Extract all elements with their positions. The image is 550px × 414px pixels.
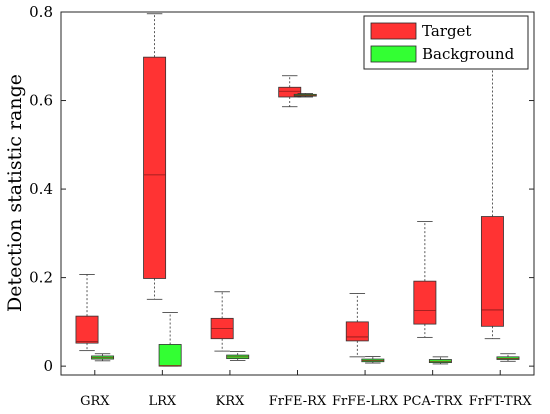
legend-label-target: Target — [422, 22, 471, 40]
y-axis-title: Detection statistic range — [4, 74, 26, 312]
box-target-frfe-lrx — [345, 293, 369, 358]
legend-label-background: Background — [422, 45, 515, 63]
box-target-pca-trx — [413, 220, 437, 338]
box-background-lrx — [158, 312, 182, 367]
box-background-grx — [91, 353, 115, 362]
x-tick-label: KRX — [216, 394, 246, 409]
x-tick-label: GRX — [80, 394, 110, 409]
x-tick-label: FrFE-LRX — [332, 394, 399, 409]
x-axis: GRX LRX KRX FrFE-RX FrFE-LRX PCA-TRX FrFT-TRX — [80, 370, 532, 409]
x-tick-label: LRX — [149, 394, 177, 409]
box-background-krx — [226, 351, 250, 361]
x-tick-label: FrFT-TRX — [469, 394, 533, 409]
box — [345, 321, 369, 342]
box-target-lrx — [143, 13, 167, 300]
y-axis: 0 0.2 0.4 0.6 0.8 — [29, 3, 534, 375]
y-tick-label: 0.4 — [29, 180, 53, 198]
legend-swatch-background — [370, 45, 417, 63]
box — [158, 344, 182, 367]
box-target-frfe-rx — [278, 75, 302, 108]
legend: Target Background — [363, 15, 529, 70]
legend-swatch-target — [370, 22, 417, 40]
y-tick-label: 0.6 — [29, 92, 53, 110]
x-tick-label: PCA-TRX — [403, 394, 463, 409]
x-tick-label: FrFE-RX — [269, 394, 327, 409]
box — [278, 86, 302, 98]
box-target-frft-trx — [480, 40, 504, 340]
box-background-frfe-lrx — [361, 356, 385, 364]
box-target-krx — [210, 291, 234, 352]
box-background-pca-trx — [428, 356, 452, 365]
box-series — [75, 13, 520, 367]
box — [143, 56, 167, 279]
y-tick-label: 0 — [43, 357, 53, 375]
box — [480, 216, 504, 327]
y-tick-label: 0.2 — [29, 269, 53, 287]
box-target-grx — [75, 274, 99, 352]
box-background-frft-trx — [496, 353, 520, 362]
box — [413, 280, 437, 325]
box — [75, 315, 99, 344]
box — [496, 356, 520, 360]
box-background-frfe-rx — [293, 93, 317, 98]
y-tick-label: 0.8 — [29, 3, 53, 21]
